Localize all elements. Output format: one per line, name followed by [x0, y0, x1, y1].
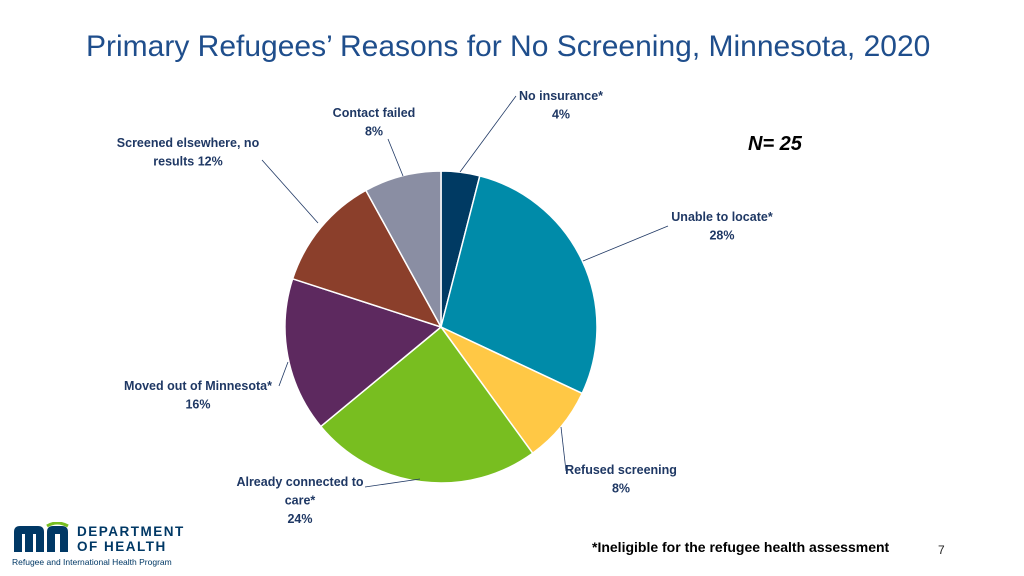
- logo-line-1: DEPARTMENT: [77, 524, 185, 539]
- page-title: Primary Refugees’ Reasons for No Screeni…: [86, 30, 931, 63]
- slice-label: Moved out of Minnesota* 16%: [124, 379, 272, 412]
- slice-label-line: 4%: [552, 108, 570, 122]
- mdh-logo: DEPARTMENT OF HEALTH Refugee and Interna…: [12, 521, 212, 570]
- pie-slices: [284, 170, 598, 484]
- slice-label: Refused screening 8%: [565, 463, 677, 496]
- pie-slice: [364, 170, 442, 328]
- page-number: 7: [938, 543, 945, 557]
- slice-label-line: No insurance*: [519, 89, 603, 103]
- slice-label: Unable to locate* 28%: [671, 210, 773, 243]
- slice-label-line: Unable to locate*: [671, 210, 773, 224]
- leader-line: [387, 138, 404, 177]
- logo-line-2: OF HEALTH: [77, 539, 167, 554]
- footnote: *Ineligible for the refugee health asses…: [592, 539, 890, 555]
- leader-lines: [261, 95, 669, 488]
- slice-label-line: Moved out of Minnesota*: [124, 379, 272, 393]
- leader-line: [364, 478, 421, 488]
- pie-slice: [319, 325, 534, 484]
- slice-label-line: Refused screening: [565, 463, 677, 477]
- leader-line: [278, 361, 289, 387]
- slice-label: No insurance* 4%: [519, 89, 603, 122]
- slice-label-line: 28%: [709, 229, 734, 243]
- slice-label: Already connected to care* 24%: [236, 475, 363, 526]
- slice-label-line: 24%: [287, 512, 312, 526]
- leader-line: [560, 426, 567, 472]
- leader-line: [582, 225, 669, 262]
- slice-label-line: care*: [285, 494, 316, 508]
- slice-label-line: 8%: [612, 482, 630, 496]
- slice-labels: No insurance* 4% Unable to locate* 28% Refus…: [117, 89, 773, 526]
- logo-program-text: Refugee and International Health Program: [12, 557, 172, 567]
- logo-department-text: DEPARTMENT OF HEALTH: [77, 524, 185, 554]
- sample-size-label: N= 25: [748, 133, 802, 155]
- slice-label-line: results 12%: [153, 155, 222, 169]
- slice-label-line: Screened elsewhere, no: [117, 136, 260, 150]
- pie-slice: [291, 189, 443, 329]
- mn-logo-icon: [14, 521, 69, 552]
- slice-label: Contact failed 8%: [333, 106, 416, 139]
- pie-slice: [440, 174, 598, 395]
- slice-label-line: 8%: [365, 125, 383, 139]
- slice-label-line: Contact failed: [333, 106, 416, 120]
- slice-label-line: Already connected to: [236, 475, 363, 489]
- pie-slice: [284, 277, 443, 428]
- leader-line: [261, 159, 319, 224]
- slice-label-line: 16%: [185, 398, 210, 412]
- slice-label: Screened elsewhere, no results 12%: [117, 136, 260, 169]
- leader-line: [459, 95, 517, 173]
